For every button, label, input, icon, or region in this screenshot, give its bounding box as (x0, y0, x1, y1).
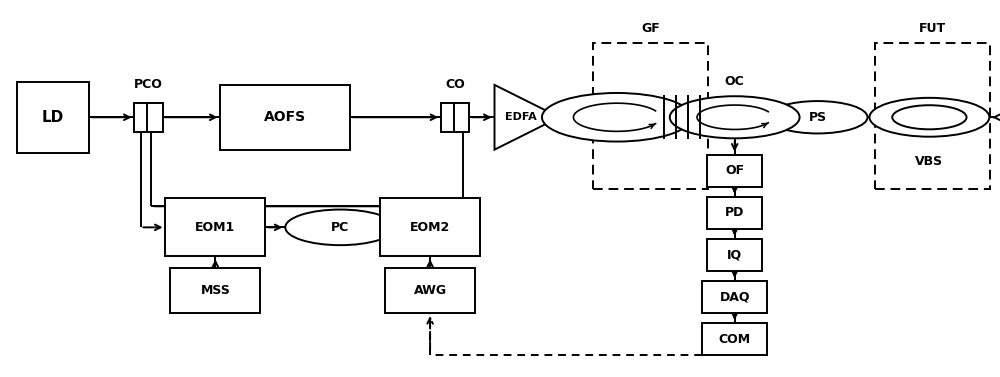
FancyBboxPatch shape (702, 323, 767, 355)
Text: EOM2: EOM2 (410, 221, 450, 234)
Circle shape (768, 101, 867, 133)
Circle shape (285, 210, 395, 245)
FancyBboxPatch shape (380, 198, 480, 256)
FancyBboxPatch shape (170, 268, 260, 313)
FancyBboxPatch shape (707, 239, 762, 271)
Text: MSS: MSS (200, 284, 230, 297)
Bar (454, 103, 469, 132)
Text: FUT: FUT (919, 22, 946, 35)
Text: OC: OC (725, 75, 745, 88)
FancyBboxPatch shape (165, 198, 265, 256)
FancyBboxPatch shape (17, 82, 89, 153)
Text: PCO: PCO (134, 78, 163, 91)
Text: PS: PS (808, 111, 827, 124)
FancyBboxPatch shape (707, 155, 762, 187)
Bar (593, 43, 708, 188)
Text: AWG: AWG (414, 284, 447, 297)
Circle shape (670, 96, 800, 138)
Text: VBS: VBS (915, 155, 943, 167)
Bar (134, 103, 150, 132)
FancyBboxPatch shape (220, 85, 350, 150)
Text: GF: GF (641, 22, 660, 35)
FancyBboxPatch shape (702, 281, 767, 313)
Text: EOM1: EOM1 (195, 221, 236, 234)
FancyBboxPatch shape (385, 268, 475, 313)
Circle shape (869, 98, 989, 137)
Bar (147, 103, 163, 132)
Bar (441, 103, 456, 132)
Polygon shape (495, 85, 559, 150)
Circle shape (892, 105, 967, 129)
Bar (875, 43, 990, 188)
Text: IQ: IQ (727, 248, 742, 261)
Text: EDFA: EDFA (505, 112, 536, 122)
Circle shape (542, 93, 692, 141)
Text: PC: PC (331, 221, 349, 234)
Text: AOFS: AOFS (264, 110, 306, 124)
Text: PD: PD (725, 206, 744, 219)
FancyBboxPatch shape (707, 196, 762, 229)
Text: OF: OF (725, 164, 744, 177)
Text: CO: CO (445, 78, 465, 91)
Text: DAQ: DAQ (719, 290, 750, 303)
Text: LD: LD (41, 110, 64, 125)
Text: COM: COM (719, 333, 751, 346)
